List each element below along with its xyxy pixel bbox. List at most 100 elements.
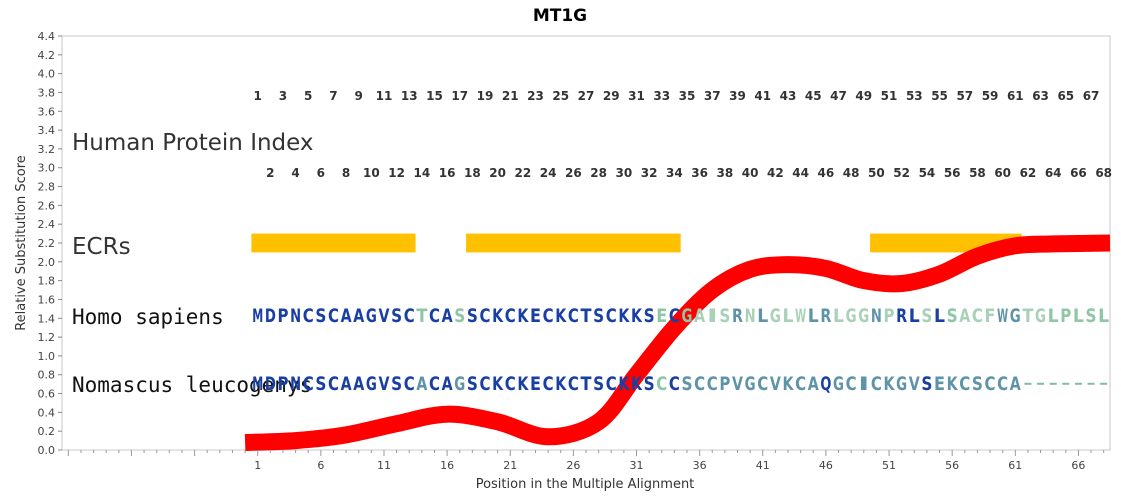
- y-tick-label: 3.6: [38, 105, 56, 118]
- protein-index-number: 48: [843, 166, 860, 180]
- protein-index-number: 39: [729, 89, 746, 103]
- amino-acid: E: [656, 305, 667, 327]
- amino-acid: S: [972, 373, 983, 395]
- protein-index-number: 2: [266, 166, 274, 180]
- series-layer: [244, 234, 1111, 451]
- amino-acid: C: [972, 305, 983, 327]
- amino-acid: G: [1035, 305, 1046, 327]
- protein-index-number: 3: [279, 89, 287, 103]
- amino-acid: C: [846, 373, 857, 395]
- y-tick-label: 4.0: [38, 68, 56, 81]
- amino-acid: L: [833, 305, 844, 327]
- protein-index-number: 53: [906, 89, 923, 103]
- y-tick-label: 1.6: [38, 293, 56, 306]
- amino-acid: W: [997, 305, 1008, 327]
- ecr-bar: [466, 233, 681, 253]
- amino-acid: M: [252, 305, 263, 327]
- y-tick-label: 0.4: [38, 406, 56, 419]
- amino-acid: E: [530, 373, 541, 395]
- protein-index-number: 64: [1045, 166, 1062, 180]
- y-tick-label: 3.4: [38, 124, 56, 137]
- protein-index-number: 54: [919, 166, 936, 180]
- y-axis: 0.0 0.2 0.4 0.6 0.8 1.0 1.2 1.4 1.6 1.8 2.0 2.2 2.4 2…: [38, 30, 62, 457]
- amino-acid: T: [581, 373, 592, 395]
- protein-index-number: 38: [717, 166, 734, 180]
- amino-acid: P: [1060, 305, 1071, 327]
- amino-acid: K: [631, 305, 643, 327]
- x-tick-label: 26: [566, 459, 580, 472]
- protein-index-number: 49: [855, 89, 872, 103]
- x-axis-label: Position in the Multiple Alignment: [476, 477, 695, 492]
- amino-acid: A: [353, 305, 364, 327]
- amino-acid: K: [618, 373, 630, 395]
- amino-acid: K: [947, 373, 959, 395]
- protein-index-number: 59: [982, 89, 999, 103]
- protein-index-number: 41: [754, 89, 771, 103]
- amino-acid: L: [783, 305, 794, 327]
- protein-index-number: 1: [254, 89, 262, 103]
- amino-acid: N: [745, 305, 756, 327]
- amino-acid: N: [871, 305, 882, 327]
- amino-acid: C: [707, 373, 718, 395]
- protein-index-number: 66: [1070, 166, 1087, 180]
- protein-index-number: 31: [628, 89, 645, 103]
- amino-acid: E: [934, 373, 945, 395]
- protein-index-number: 36: [691, 166, 708, 180]
- amino-acid: V: [909, 373, 920, 395]
- protein-index-number: 62: [1020, 166, 1037, 180]
- amino-acid: G: [770, 305, 781, 327]
- amino-acid: S: [454, 305, 465, 327]
- amino-acid: P: [277, 373, 288, 395]
- protein-index-number: 45: [805, 89, 822, 103]
- amino-acid: S: [644, 305, 655, 327]
- x-tick-label: 51: [882, 459, 896, 472]
- amino-acid: C: [606, 305, 617, 327]
- protein-index-number: 16: [439, 166, 456, 180]
- amino-acid: S: [947, 305, 958, 327]
- amino-acid: C: [997, 373, 1008, 395]
- amino-acid: S: [593, 305, 604, 327]
- y-tick-label: 4.2: [38, 49, 56, 62]
- amino-acid: V: [732, 373, 743, 395]
- amino-acid: A: [442, 373, 453, 395]
- y-tick-label: 1.4: [38, 312, 56, 325]
- amino-acid: C: [795, 373, 806, 395]
- protein-index-number: 58: [969, 166, 986, 180]
- amino-acid: K: [631, 373, 643, 395]
- protein-index-number: 40: [742, 166, 759, 180]
- amino-acid: M: [252, 373, 263, 395]
- protein-index-number: 34: [666, 166, 683, 180]
- amino-acid: C: [429, 305, 440, 327]
- protein-index-number: 56: [944, 166, 961, 180]
- protein-index-number: 29: [603, 89, 620, 103]
- species-label: Homo sapiens: [72, 305, 224, 329]
- amino-acid: K: [555, 373, 567, 395]
- amino-acid: C: [568, 373, 579, 395]
- amino-acid: D: [265, 305, 276, 327]
- amino-acid: A: [959, 305, 970, 327]
- x-tick-label: 6: [317, 459, 324, 472]
- protein-index-number: 12: [388, 166, 405, 180]
- protein-index-number: 25: [552, 89, 569, 103]
- amino-acid: A: [341, 305, 352, 327]
- protein-index-number: 43: [780, 89, 797, 103]
- series-line: [244, 234, 1111, 451]
- ecr-layer: [251, 233, 1022, 253]
- protein-index-number: 61: [1007, 89, 1024, 103]
- protein-index-number: 28: [590, 166, 607, 180]
- amino-acid: E: [530, 305, 541, 327]
- protein-index-number: 5: [304, 89, 312, 103]
- amino-acid: P: [884, 305, 895, 327]
- protein-index-number: 50: [868, 166, 885, 180]
- protein-index-number: 18: [464, 166, 481, 180]
- amino-acid: R: [896, 305, 907, 327]
- amino-acid: C: [303, 305, 314, 327]
- amino-acid: S: [315, 305, 326, 327]
- protein-index-number: 57: [956, 89, 973, 103]
- amino-acid: N: [290, 373, 301, 395]
- amino-acid: W: [795, 305, 806, 327]
- amino-acid: C: [505, 305, 516, 327]
- protein-index-number: 4: [291, 166, 299, 180]
- amino-acid: T: [581, 305, 592, 327]
- amino-acid: K: [884, 373, 896, 395]
